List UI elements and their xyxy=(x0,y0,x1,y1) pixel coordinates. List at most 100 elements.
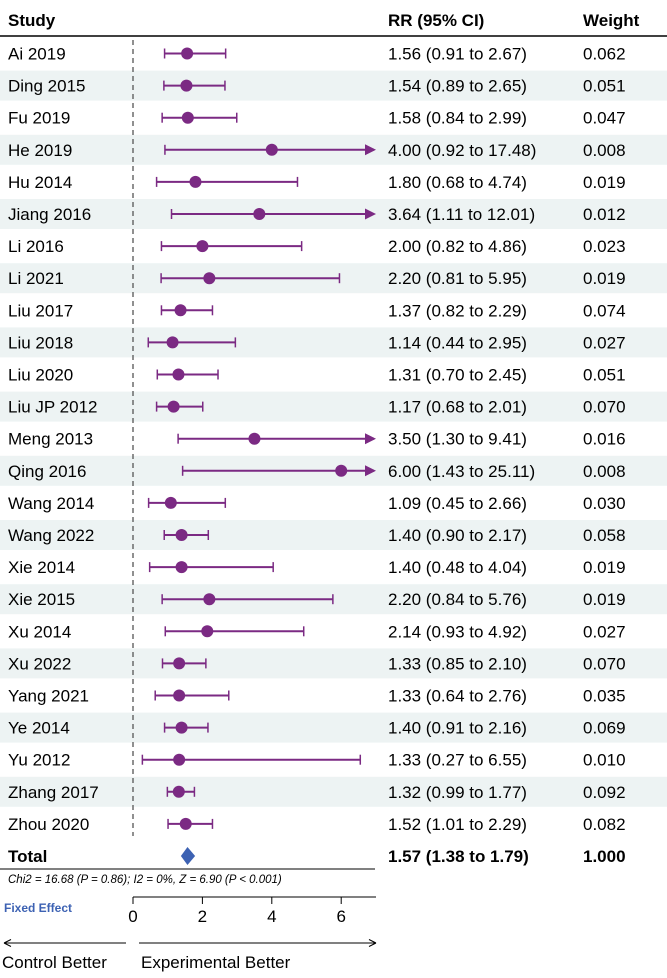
study-weight: 0.008 xyxy=(583,141,626,160)
study-name: Xu 2022 xyxy=(8,654,71,673)
study-rr-ci: 1.80 (0.68 to 4.74) xyxy=(388,173,527,192)
study-row: Xu 2022 1.33 (0.85 to 2.10) 0.070 xyxy=(8,654,626,673)
ci-arrowhead xyxy=(365,465,376,477)
study-rr-ci: 1.56 (0.91 to 2.67) xyxy=(388,45,527,64)
study-rr-ci: 1.58 (0.84 to 2.99) xyxy=(388,109,527,128)
study-weight: 0.023 xyxy=(583,237,626,256)
study-row: Xu 2014 2.14 (0.93 to 4.92) 0.027 xyxy=(8,622,626,641)
study-name: Li 2016 xyxy=(8,237,64,256)
study-weight: 0.069 xyxy=(583,719,626,738)
ci-arrowhead xyxy=(365,433,376,445)
study-rr-ci: 1.14 (0.44 to 2.95) xyxy=(388,333,527,352)
study-row: Jiang 2016 3.64 (1.11 to 12.01) 0.012 xyxy=(8,205,626,224)
total-row: Total 1.57 (1.38 to 1.79) 1.000 xyxy=(8,847,626,866)
study-row: Zhou 2020 1.52 (1.01 to 2.29) 0.082 xyxy=(8,815,626,834)
total-rr-ci: 1.57 (1.38 to 1.79) xyxy=(388,847,529,866)
effect-point xyxy=(174,304,187,317)
study-weight: 0.092 xyxy=(583,783,626,802)
effect-point xyxy=(166,336,179,349)
study-name: He 2019 xyxy=(8,141,72,160)
study-rr-ci: 1.40 (0.90 to 2.17) xyxy=(388,526,527,545)
study-weight: 0.070 xyxy=(583,398,626,417)
x-tick-label: 2 xyxy=(198,907,207,926)
study-name: Ye 2014 xyxy=(8,719,70,738)
effect-point xyxy=(172,785,185,798)
study-row: Liu JP 2012 1.17 (0.68 to 2.01) 0.070 xyxy=(8,398,626,417)
study-weight: 0.019 xyxy=(583,173,626,192)
study-rr-ci: 2.20 (0.81 to 5.95) xyxy=(388,269,527,288)
study-row: Yu 2012 1.33 (0.27 to 6.55) 0.010 xyxy=(8,751,626,770)
row-stripes xyxy=(0,70,667,807)
effect-point xyxy=(173,753,186,766)
study-weight: 0.051 xyxy=(583,366,626,385)
header-weight: Weight xyxy=(583,11,640,30)
study-weight: 0.035 xyxy=(583,687,626,706)
study-name: Ding 2015 xyxy=(8,77,86,96)
study-weight: 0.010 xyxy=(583,751,626,770)
study-name: Fu 2019 xyxy=(8,109,70,128)
study-name: Liu 2017 xyxy=(8,301,73,320)
study-row: Fu 2019 1.58 (0.84 to 2.99) 0.047 xyxy=(8,109,626,128)
study-row: Xie 2015 2.20 (0.84 to 5.76) 0.019 xyxy=(8,590,626,609)
study-rr-ci: 3.50 (1.30 to 9.41) xyxy=(388,430,527,449)
favours-left-arrowhead xyxy=(3,939,12,947)
effect-point xyxy=(203,593,216,606)
x-tick-label: 4 xyxy=(267,907,276,926)
study-rr-ci: 4.00 (0.92 to 17.48) xyxy=(388,141,536,160)
study-weight: 0.047 xyxy=(583,109,626,128)
study-name: Yu 2012 xyxy=(8,751,70,770)
study-rr-ci: 1.33 (0.27 to 6.55) xyxy=(388,751,527,770)
study-row: Ai 2019 1.56 (0.91 to 2.67) 0.062 xyxy=(8,45,626,64)
study-name: Hu 2014 xyxy=(8,173,72,192)
favours-labels: Control Better Experimental Better xyxy=(2,939,377,972)
study-rr-ci: 1.37 (0.82 to 2.29) xyxy=(388,301,527,320)
study-rr-ci: 1.09 (0.45 to 2.66) xyxy=(388,494,527,513)
total-label: Total xyxy=(8,847,47,866)
study-weight: 0.051 xyxy=(583,77,626,96)
heterogeneity-stats: Chi2 = 16.68 (P = 0.86); I2 = 0%, Z = 6.… xyxy=(8,874,282,886)
effect-point xyxy=(173,689,186,702)
study-name: Xie 2014 xyxy=(8,558,75,577)
study-row: Wang 2014 1.09 (0.45 to 2.66) 0.030 xyxy=(8,494,626,513)
study-weight: 0.027 xyxy=(583,333,626,352)
study-rr-ci: 1.33 (0.64 to 2.76) xyxy=(388,687,527,706)
effect-point xyxy=(164,496,177,509)
study-rr-ci: 3.64 (1.11 to 12.01) xyxy=(388,205,535,224)
study-weight: 0.019 xyxy=(583,558,626,577)
study-name: Yang 2021 xyxy=(8,687,89,706)
effect-point xyxy=(189,175,202,188)
effect-point xyxy=(253,208,266,220)
study-row: Ye 2014 1.40 (0.91 to 2.16) 0.069 xyxy=(8,719,626,738)
study-row: Ding 2015 1.54 (0.89 to 2.65) 0.051 xyxy=(8,77,626,96)
study-rr-ci: 1.17 (0.68 to 2.01) xyxy=(388,398,527,417)
row-stripe xyxy=(0,391,667,422)
total-weight: 1.000 xyxy=(583,847,626,866)
study-name: Liu 2020 xyxy=(8,366,73,385)
study-weight: 0.062 xyxy=(583,45,626,64)
effect-point xyxy=(181,111,194,124)
study-row: Liu 2018 1.14 (0.44 to 2.95) 0.027 xyxy=(8,333,626,352)
study-rr-ci: 1.31 (0.70 to 2.45) xyxy=(388,366,527,385)
study-name: Wang 2022 xyxy=(8,526,94,545)
effect-point xyxy=(203,272,216,285)
study-name: Zhou 2020 xyxy=(8,815,89,834)
summary-diamond xyxy=(180,847,196,865)
study-name: Zhang 2017 xyxy=(8,783,99,802)
study-row: Li 2016 2.00 (0.82 to 4.86) 0.023 xyxy=(8,237,626,256)
study-rr-ci: 1.40 (0.91 to 2.16) xyxy=(388,719,527,738)
study-rr-ci: 1.32 (0.99 to 1.77) xyxy=(388,783,527,802)
x-axis: 0 2 4 6 xyxy=(128,896,376,926)
study-name: Jiang 2016 xyxy=(8,205,91,224)
effect-point xyxy=(181,47,194,60)
effect-point xyxy=(173,657,186,670)
study-weight: 0.012 xyxy=(583,205,626,224)
study-weight: 0.027 xyxy=(583,622,626,641)
study-row: Liu 2017 1.37 (0.82 to 2.29) 0.074 xyxy=(8,301,626,320)
ci-arrowhead xyxy=(365,208,376,220)
effect-point xyxy=(167,400,180,413)
effect-point xyxy=(172,368,185,381)
effect-point xyxy=(179,817,192,830)
study-weight: 0.030 xyxy=(583,494,626,513)
row-stripe xyxy=(0,520,667,550)
